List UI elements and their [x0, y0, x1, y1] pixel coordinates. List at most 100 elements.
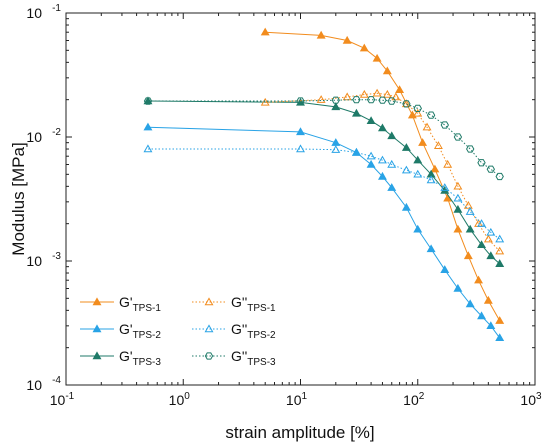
data-point [463, 251, 473, 260]
data-point [372, 88, 382, 97]
data-point [477, 219, 487, 227]
data-point [387, 131, 397, 140]
data-point [477, 311, 487, 320]
data-point [413, 155, 423, 164]
data-point [483, 295, 493, 304]
data-point [377, 171, 387, 180]
data-point [495, 172, 504, 181]
data-point [483, 234, 493, 243]
data-point [316, 30, 326, 39]
data-point [495, 234, 505, 243]
data-point [316, 95, 326, 103]
data-point [426, 111, 436, 119]
data-point [366, 159, 376, 168]
x-tick-label: 10-1 [50, 391, 75, 408]
legend-swatch-marker [204, 352, 214, 360]
data-point [391, 92, 401, 101]
x-tick-label: 103 [520, 391, 542, 408]
y-tick-label: 10 -1 [26, 3, 61, 21]
data-point [413, 169, 423, 178]
data-point [377, 123, 387, 132]
series-line [147, 126, 501, 339]
data-point [260, 27, 270, 36]
data-point [342, 92, 352, 101]
data-point [401, 143, 411, 151]
data-point [296, 144, 305, 153]
data-point [486, 227, 496, 236]
data-point [143, 144, 153, 153]
data-point [453, 181, 463, 190]
data-point [143, 122, 153, 131]
data-point [377, 155, 387, 164]
y-axis-label: Modulus [MPa] [9, 142, 28, 255]
data-point [366, 96, 376, 104]
legend-swatch-marker [92, 351, 102, 360]
series-line [147, 100, 501, 265]
series-line [148, 148, 501, 240]
data-point [351, 147, 361, 156]
data-point [486, 251, 496, 260]
data-point [296, 97, 305, 105]
legend-label: G'TPS-3 [119, 348, 161, 368]
data-point [352, 96, 361, 104]
data-point [477, 240, 487, 249]
legend-label: G''TPS-3 [231, 348, 276, 368]
data-point [453, 193, 463, 202]
series-0 [260, 27, 505, 324]
data-point [426, 175, 436, 184]
data-point [395, 85, 405, 94]
series-line [265, 92, 501, 252]
data-point [378, 96, 387, 104]
data-point [433, 141, 443, 149]
data-point [440, 183, 450, 191]
data-point [402, 100, 411, 108]
y-tick-label: 10 -2 [26, 127, 61, 145]
data-point [296, 127, 305, 136]
data-point [413, 104, 422, 112]
data-point [413, 108, 423, 117]
data-point [387, 97, 396, 105]
data-point [453, 224, 463, 233]
data-point [486, 165, 495, 173]
legend-label: G''TPS-1 [231, 294, 276, 314]
data-point [366, 116, 376, 125]
axis-ticks: 10-1 100 101 102 103 10-4 10-3 10-2 10-1 [26, 3, 542, 408]
data-point [372, 53, 382, 62]
data-point [387, 183, 397, 191]
series-5 [143, 96, 504, 181]
data-point [453, 204, 463, 213]
series-line [265, 31, 501, 321]
x-axis-label: strain amplitude [%] [225, 423, 374, 442]
legend: G'TPS-1 G'TPS-2 G'TPS-3 G''TPS-1 G''TPS-2 G''… [80, 294, 276, 368]
series-layer [143, 27, 505, 342]
data-point [453, 283, 463, 292]
data-point [465, 299, 475, 308]
data-point [351, 108, 361, 117]
data-point [382, 66, 392, 75]
data-point [331, 96, 340, 104]
data-point [466, 145, 475, 153]
data-point [426, 244, 436, 253]
data-point [495, 259, 505, 267]
data-point [440, 121, 449, 129]
series-line [148, 99, 501, 177]
data-point [486, 321, 496, 330]
data-point [422, 122, 432, 131]
data-point [359, 43, 369, 52]
y-tick-label: 10 -3 [26, 251, 61, 269]
data-point [401, 165, 411, 174]
x-tick-label: 100 [169, 391, 191, 408]
series-2 [143, 96, 505, 267]
legend-label: G'TPS-1 [119, 294, 161, 314]
data-point [463, 200, 473, 209]
series-4 [143, 144, 505, 243]
legend-swatch-marker [204, 297, 214, 306]
series-3 [260, 88, 505, 255]
data-point [495, 333, 505, 342]
data-point [342, 35, 352, 44]
data-point [474, 275, 484, 284]
data-point [366, 151, 376, 160]
legend-swatch-marker [204, 324, 214, 333]
data-point [260, 97, 270, 106]
